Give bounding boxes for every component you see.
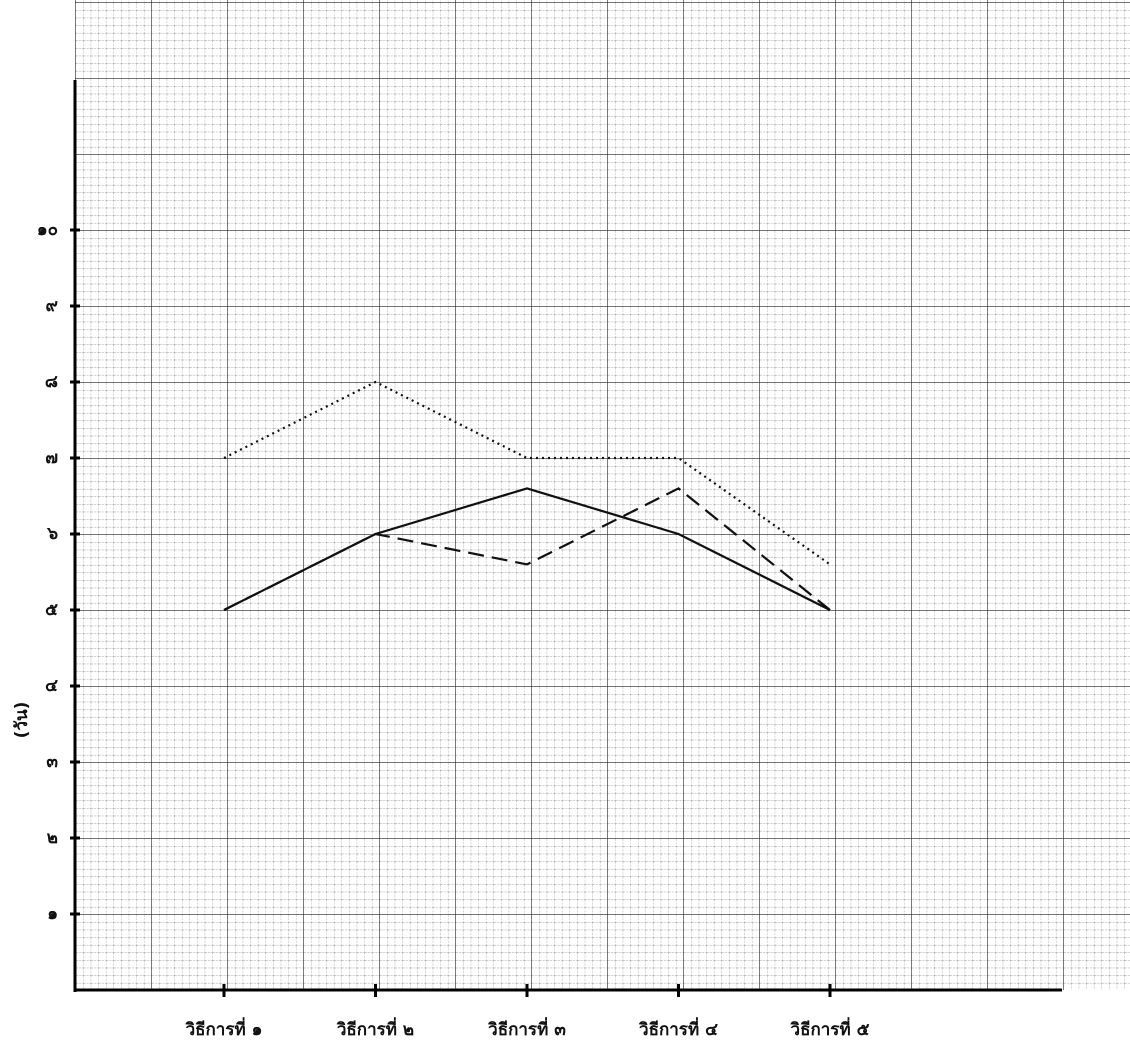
y-tick-label: ๑๐ — [37, 220, 58, 240]
y-tick-label: ๑ — [47, 904, 58, 924]
y-axis-label: (วัน) — [12, 702, 32, 739]
x-tick-label: วิธีการที่ ๕ — [790, 1017, 869, 1040]
y-tick-label: ๗ — [45, 448, 58, 468]
graph-paper — [75, 0, 1130, 990]
y-tick-label: ๒ — [47, 828, 58, 848]
x-tick-label: วิธีการที่ ๔ — [639, 1017, 718, 1040]
y-tick-label: ๔ — [45, 676, 58, 696]
y-tick-label: ๕ — [45, 600, 58, 620]
y-tick-label: ๓ — [46, 752, 58, 772]
x-tick-label: วิธีการที่ ๑ — [185, 1017, 262, 1040]
y-tick-label: ๘ — [45, 372, 58, 392]
y-tick-label: ๖ — [46, 524, 58, 544]
x-tick-label: วิธีการที่ ๒ — [336, 1017, 414, 1040]
x-tick-label: วิธีการที่ ๓ — [488, 1017, 566, 1040]
line-series — [223, 487, 831, 611]
line-series — [223, 380, 831, 566]
line-series — [223, 487, 831, 611]
y-tick-label: ๙ — [46, 296, 58, 316]
